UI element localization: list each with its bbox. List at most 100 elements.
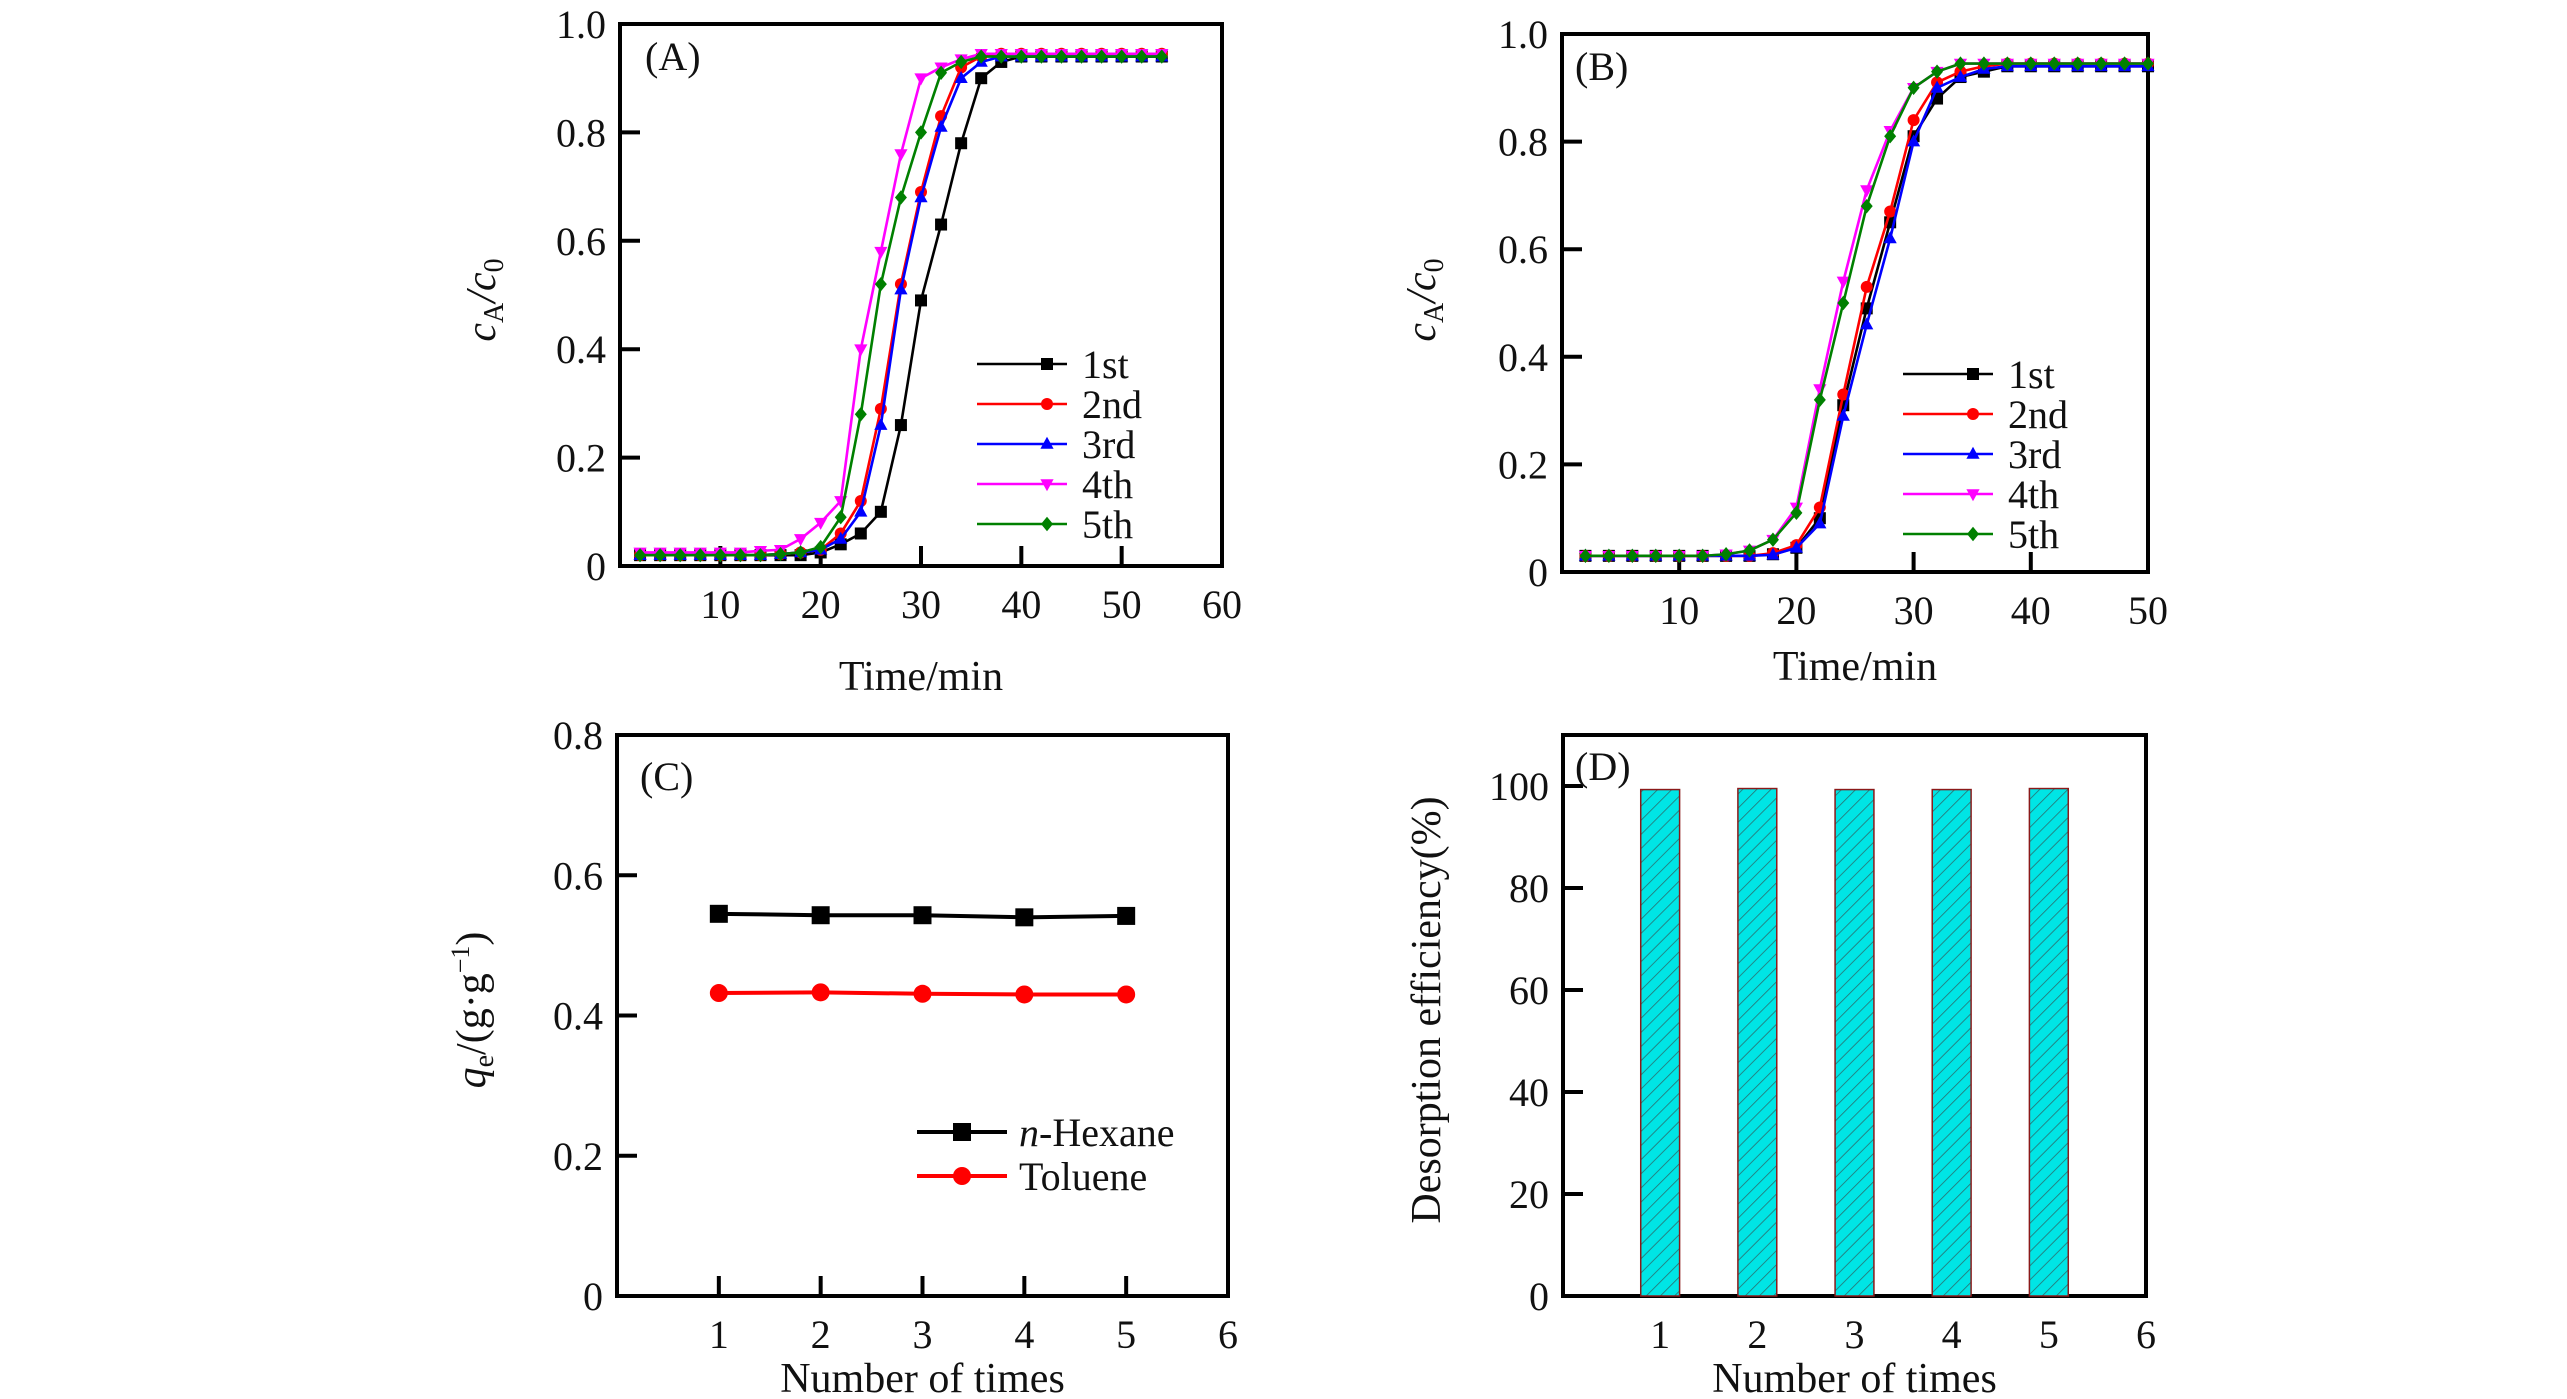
y-tick-label: 0 — [586, 544, 606, 589]
data-point — [1155, 49, 1168, 64]
data-point — [934, 119, 948, 132]
legend-label: 5th — [2008, 512, 2059, 557]
y-tick-label: 0.8 — [553, 713, 603, 758]
y-tick-label: 1.0 — [556, 2, 606, 47]
data-point — [1075, 49, 1088, 64]
x-tick-label: 2 — [1747, 1312, 1767, 1357]
data-point — [2001, 56, 2014, 71]
x-tick-label: 10 — [1659, 588, 1699, 633]
data-point — [1789, 540, 1803, 553]
data-point — [1884, 129, 1897, 144]
data-point — [709, 984, 728, 1003]
legend-marker — [953, 1167, 971, 1185]
data-point — [894, 419, 907, 432]
data-point — [975, 49, 988, 64]
data-point — [1837, 295, 1850, 311]
data-point — [2071, 56, 2084, 71]
data-point — [1720, 547, 1733, 562]
data-point — [1907, 80, 1920, 95]
data-point — [854, 504, 868, 517]
data-point — [913, 984, 932, 1003]
x-tick-label: 20 — [801, 582, 841, 627]
bar — [1639, 788, 1681, 1297]
data-point — [914, 73, 928, 86]
x-tick-label: 30 — [1894, 588, 1934, 633]
legend-marker — [953, 1123, 971, 1141]
legend-label: 4th — [2008, 472, 2059, 517]
x-tick-label: 10 — [700, 582, 740, 627]
x-tick-label: 1 — [1650, 1312, 1670, 1357]
panel-a: 0 0.2 0.4 0.6 0.8 1.0 10 20 30 40 50 60 Time/min (A) c… — [459, 2, 1242, 700]
y-tick-label: 0 — [583, 1274, 603, 1319]
data-point — [814, 517, 828, 530]
data-point — [1837, 388, 1850, 401]
series-4th — [633, 49, 1169, 560]
x-tick-label: 5 — [2039, 1312, 2059, 1357]
panel-label: (A) — [645, 34, 701, 79]
x-tick-label: 3 — [1845, 1312, 1865, 1357]
y-tick-label: 20 — [1509, 1172, 1549, 1217]
data-point — [1766, 547, 1780, 560]
x-tick-label: 6 — [1218, 1312, 1238, 1357]
legend-marker — [1041, 358, 1053, 370]
data-point — [894, 282, 908, 295]
legend-marker — [1966, 489, 1980, 502]
panel-label: (C) — [640, 754, 693, 799]
data-point — [975, 72, 988, 85]
y-tick-label: 80 — [1509, 866, 1549, 911]
legend-label: 3rd — [1082, 422, 1135, 467]
bar — [1737, 787, 1778, 1297]
data-point — [1813, 392, 1826, 408]
legend-label: n-Hexane — [1019, 1110, 1174, 1155]
data-point — [1931, 64, 1944, 79]
y-tick-label: 0 — [1529, 1274, 1549, 1319]
data-point — [1860, 185, 1874, 198]
data-point — [834, 510, 847, 525]
legend-label: 4th — [1082, 462, 1133, 507]
y-tick-label: 0.6 — [553, 853, 603, 898]
data-point — [714, 547, 727, 563]
data-point — [1883, 231, 1897, 244]
data-point — [1055, 49, 1068, 64]
data-point — [1035, 49, 1048, 64]
data-point — [995, 49, 1008, 64]
data-point — [1907, 134, 1921, 147]
data-point — [2024, 56, 2037, 71]
y-axis-label: cA/c0 — [1399, 258, 1450, 341]
data-point — [1954, 56, 1967, 71]
legend-label: 1st — [1082, 342, 1129, 387]
x-tick-label: 40 — [2011, 588, 2051, 633]
data-point — [914, 190, 928, 203]
x-tick-label: 50 — [1102, 582, 1142, 627]
y-axis-label: cA/c0 — [459, 258, 510, 341]
y-tick-label: 0.8 — [1498, 120, 1548, 165]
panel-b: 0 0.2 0.4 0.6 0.8 1.0 10 20 30 40 50 Time/min (B) cA/… — [1399, 12, 2168, 690]
y-tick-label: 1.0 — [1498, 12, 1548, 57]
y-tick-label: 0.2 — [556, 436, 606, 481]
legend-label: 5th — [1082, 502, 1133, 547]
data-point — [634, 547, 647, 563]
x-axis-label: Time/min — [839, 654, 1003, 700]
data-point — [854, 407, 867, 422]
panel-d: 0 20 40 60 80 100 1 2 3 4 5 6 Number of times (D) Deso… — [1404, 733, 2156, 1399]
data-point — [814, 539, 827, 555]
legend-label: 2nd — [1082, 382, 1142, 427]
x-tick-label: 2 — [811, 1312, 831, 1357]
y-axis-label: qe/(g·g−1) — [446, 932, 500, 1089]
x-axis-label: Time/min — [1773, 644, 1937, 690]
y-tick-label: 0.4 — [553, 994, 603, 1039]
data-point — [794, 534, 808, 547]
data-point — [954, 71, 968, 83]
legend-marker — [1967, 526, 1979, 542]
legend-marker — [1040, 436, 1054, 449]
data-point — [1579, 548, 1592, 564]
legend-marker — [1966, 446, 1980, 459]
legend-label: Toluene — [1019, 1154, 1147, 1199]
data-point — [874, 417, 888, 430]
data-point — [1977, 56, 1990, 71]
y-tick-label: 0.4 — [556, 327, 606, 372]
data-point — [1673, 548, 1686, 564]
data-point — [1115, 49, 1128, 64]
data-point — [754, 547, 767, 563]
panel-c: 0 0.2 0.4 0.6 0.8 1 2 3 4 5 6 Number of times (C) qe/… — [446, 713, 1238, 1399]
